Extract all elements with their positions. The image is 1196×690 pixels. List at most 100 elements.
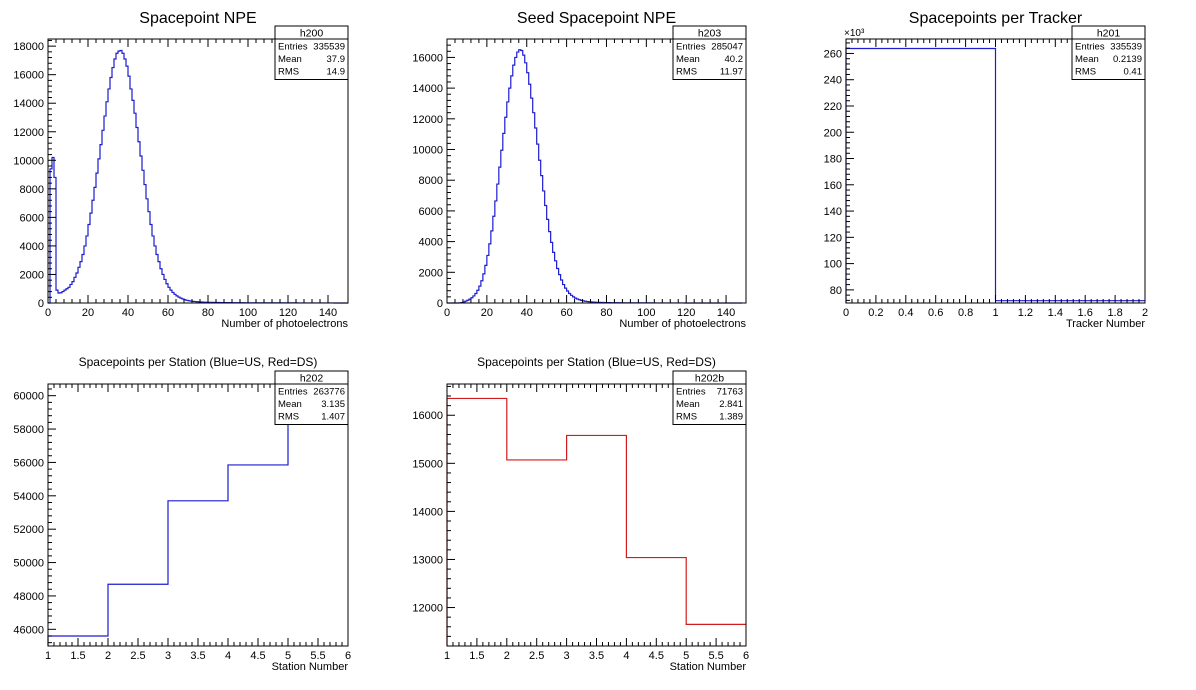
- y-tick-label: 10000: [412, 145, 443, 157]
- y-tick-label: 60000: [13, 391, 44, 403]
- x-tick-label: 4.5: [649, 650, 664, 662]
- y-tick-label: 50000: [13, 558, 44, 570]
- y-tick-label: 56000: [13, 457, 44, 469]
- x-tick-label: 4.5: [250, 650, 265, 662]
- x-tick-label: 0: [444, 307, 450, 319]
- x-tick-label: 5.5: [310, 650, 325, 662]
- y-tick-label: 16000: [412, 410, 443, 422]
- stats-row-value: 335539: [1110, 42, 1142, 53]
- panel-h202: Spacepoints per Station (Blue=US, Red=DS…: [13, 355, 351, 673]
- x-tick-label: 4: [225, 650, 231, 662]
- chart-title: Spacepoints per Station (Blue=US, Red=DS…: [79, 355, 318, 369]
- stats-box-name: h202b: [695, 373, 724, 385]
- stats-row-value: 37.9: [327, 54, 346, 65]
- stats-row-value: 263776: [313, 387, 345, 398]
- stats-box-frame: [672, 370, 747, 425]
- chart-title: Spacepoints per Station (Blue=US, Red=DS…: [477, 355, 716, 369]
- chart-title: Spacepoints per Tracker: [909, 10, 1083, 27]
- x-tick-label: 4: [623, 650, 629, 662]
- x-tick-label: 2.5: [130, 650, 145, 662]
- panel-h203: Seed Spacepoint NPE 0 20 40 60 80 100 120 140 0 20…: [412, 10, 747, 330]
- y-tick-label: 58000: [13, 424, 44, 436]
- panel-h200: Spacepoint NPE 0 20 40 60 80 100 120 140 0 2000 400…: [13, 10, 349, 330]
- stats-row-label: RMS: [1075, 67, 1096, 78]
- x-tick-label: 2: [504, 650, 510, 662]
- x-tick-label: 0.8: [958, 307, 973, 319]
- stats-row-value: 285047: [711, 42, 743, 53]
- panel-h202b: Spacepoints per Station (Blue=US, Red=DS…: [412, 355, 749, 673]
- stats-row-value: 1.407: [321, 412, 345, 423]
- y-tick-label: 6000: [20, 212, 44, 224]
- stats-row-value: 2.841: [719, 399, 743, 410]
- y-tick-label: 80: [830, 285, 842, 297]
- y-tick-label: 6000: [419, 206, 443, 218]
- stats-box-name: h202: [300, 373, 324, 385]
- stats-box-frame: [274, 25, 349, 80]
- stats-row-label: Mean: [278, 399, 302, 410]
- x-tick-label: 1.5: [70, 650, 85, 662]
- y-tick-label: 220: [824, 101, 842, 113]
- panel-h201: Spacepoints per Tracker 0 0.2 0.4 0.6 0.8 1 1.2…: [824, 10, 1148, 330]
- y-tick-label: 54000: [13, 491, 44, 503]
- y-tick-label: 16000: [412, 52, 443, 64]
- stats-row-label: Entries: [278, 42, 308, 53]
- stats-row-value: 1.389: [719, 412, 743, 423]
- y-tick-label: 14000: [412, 83, 443, 95]
- y-tick-label: 48000: [13, 591, 44, 603]
- stats-box: h202 Entries 263776 Mean 3.135 RMS 1.407: [274, 370, 349, 425]
- x-tick-label: 0.4: [898, 307, 913, 319]
- stats-row-label: RMS: [676, 412, 697, 423]
- stats-row-label: Entries: [1075, 42, 1105, 53]
- x-tick-label: 60: [560, 307, 572, 319]
- x-tick-label: 40: [122, 307, 134, 319]
- y-tick-label: 15000: [412, 458, 443, 470]
- x-tick-label: 2: [105, 650, 111, 662]
- x-tick-label: 5: [683, 650, 689, 662]
- stats-row-value: 14.9: [327, 67, 346, 78]
- y-tick-label: 8000: [20, 184, 44, 196]
- stats-row-value: 40.2: [725, 54, 744, 65]
- y-tick-label: 4000: [419, 237, 443, 249]
- y-tick-label: 260: [824, 48, 842, 60]
- x-tick-label: 1.8: [1107, 307, 1122, 319]
- x-tick-label: 0: [45, 307, 51, 319]
- histogram-series-line: [446, 397, 746, 646]
- stats-box: h202b Entries 71763 Mean 2.841 RMS 1.389: [672, 370, 747, 425]
- stats-box-name: h201: [1097, 28, 1121, 40]
- x-tick-label: 1.5: [469, 650, 484, 662]
- x-tick-label: 120: [279, 307, 297, 319]
- y-tick-label: 10000: [13, 155, 44, 167]
- plot-frame: [47, 38, 349, 304]
- plot-frame: [446, 38, 747, 304]
- x-tick-label: 80: [202, 307, 214, 319]
- histogram-series-line: [48, 49, 348, 304]
- y-tick-label: 13000: [412, 554, 443, 566]
- y-tick-label: 0: [38, 298, 44, 310]
- x-tick-label: 120: [677, 307, 695, 319]
- y-tick-label: 0: [437, 298, 443, 310]
- stats-row-label: RMS: [278, 412, 299, 423]
- y-tick-label: 14000: [13, 98, 44, 110]
- stats-row-value: 0.2139: [1113, 54, 1142, 65]
- y-tick-label: 2000: [419, 267, 443, 279]
- stats-row-value: 11.97: [720, 67, 743, 78]
- stats-box-frame: [274, 370, 349, 425]
- y-tick-label: 120: [824, 232, 842, 244]
- y-tick-label: 180: [824, 154, 842, 166]
- y-tick-label: 16000: [13, 70, 44, 82]
- y-tick-label: 12000: [412, 114, 443, 126]
- y-tick-label: 200: [824, 127, 842, 139]
- histogram-series-line: [447, 49, 743, 304]
- x-axis-label: Tracker Number: [1066, 318, 1145, 330]
- y-tick-label: 18000: [13, 41, 44, 53]
- y-tick-label: 100: [824, 259, 842, 271]
- chart-title: Seed Spacepoint NPE: [517, 10, 676, 27]
- stats-row-value: 3.135: [321, 399, 345, 410]
- x-tick-label: 3.5: [589, 650, 604, 662]
- x-tick-label: 6: [743, 650, 749, 662]
- chart-title: Spacepoint NPE: [139, 10, 256, 27]
- y-tick-label: 52000: [13, 524, 44, 536]
- x-tick-label: 5: [285, 650, 291, 662]
- x-tick-label: 1: [444, 650, 450, 662]
- stats-box-frame: [672, 25, 747, 80]
